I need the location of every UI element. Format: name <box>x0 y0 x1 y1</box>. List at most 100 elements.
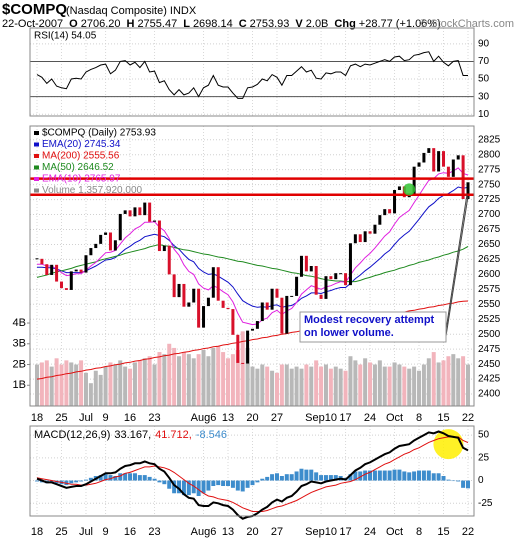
histogram-bar <box>456 480 461 482</box>
volume-bar <box>235 350 240 406</box>
candle <box>246 330 250 364</box>
x-tick-label: 22 <box>462 526 474 538</box>
candle <box>260 302 264 322</box>
x-tick-label: 13 <box>222 526 234 538</box>
legend-value: -8.546 <box>196 429 227 441</box>
candle <box>202 306 206 328</box>
moving-average <box>37 167 469 326</box>
candle <box>339 273 343 275</box>
volume-bar <box>397 364 402 406</box>
x-tick-label: 24 <box>364 412 376 424</box>
volume-bar <box>299 368 304 406</box>
symbol-name: (Nasdaq Composite) INDX <box>66 5 197 17</box>
x-tick-label: 23 <box>148 526 160 538</box>
volume-bar <box>358 364 363 406</box>
volume-bar <box>181 352 186 406</box>
quote-key: O <box>69 18 78 30</box>
volume-bar <box>142 358 147 406</box>
volume-bar <box>382 366 387 406</box>
candle <box>393 190 397 214</box>
histogram-bar <box>363 470 368 481</box>
volume-bar <box>128 368 133 406</box>
volume-bar <box>64 360 69 406</box>
candle <box>309 266 313 272</box>
quote-value: 2706.20 <box>81 18 121 30</box>
volume-tick-label: 2B <box>13 358 26 370</box>
candle <box>251 328 254 331</box>
legend-value: 41.712, <box>155 429 192 441</box>
candle <box>314 266 318 295</box>
volume-bar <box>211 347 216 406</box>
x-tick-label: 17 <box>339 412 351 424</box>
volume-bar <box>88 383 93 406</box>
histogram-bar <box>181 480 186 496</box>
candle <box>295 276 299 296</box>
x-tick-label: 9 <box>103 526 109 538</box>
histogram-bar <box>162 480 167 485</box>
panel-frame <box>29 425 475 517</box>
histogram-bar <box>377 470 382 481</box>
candle <box>138 207 142 216</box>
candle <box>334 273 338 280</box>
legend-entry: MA(50) 2646.52 <box>42 162 114 173</box>
candle <box>45 264 49 275</box>
y-tick-label: 2575 <box>478 284 501 295</box>
volume-bar <box>108 362 113 406</box>
volume-bar <box>279 364 284 406</box>
volume-bar <box>39 362 44 406</box>
y-tick-label: 2725 <box>478 194 501 205</box>
histogram-bar <box>412 471 417 481</box>
x-tick-label: Oct <box>386 526 403 538</box>
candle <box>353 234 357 244</box>
histogram-bar <box>348 474 353 481</box>
histogram-bar <box>108 475 113 481</box>
volume-bar <box>260 364 265 406</box>
candle <box>216 267 220 301</box>
x-tick-label: 8 <box>416 526 422 538</box>
histogram-bar <box>265 476 270 481</box>
volume-bar <box>446 356 451 406</box>
candle <box>133 207 137 217</box>
candle <box>99 234 103 244</box>
histogram-bar <box>323 475 328 481</box>
x-tick-label: 16 <box>124 412 136 424</box>
candle <box>211 267 215 298</box>
x-tick-label: 16 <box>124 526 136 538</box>
volume-bar <box>216 345 221 406</box>
x-tick-label: Oct <box>386 412 403 424</box>
x-tick-label: 27 <box>271 526 283 538</box>
volume-bar <box>226 358 231 406</box>
volume-bar <box>35 364 39 406</box>
volume-bar <box>54 358 59 406</box>
x-tick-label: Aug6 <box>191 412 217 424</box>
histogram-bar <box>368 470 373 481</box>
x-tick-label: 13 <box>222 412 234 424</box>
candle <box>167 245 171 275</box>
candle <box>128 210 132 217</box>
volume-bar <box>426 358 431 406</box>
candle <box>344 273 348 286</box>
histogram-bar <box>177 480 182 494</box>
volume-bar <box>343 370 348 406</box>
volume-tick-label: 4B <box>13 317 26 329</box>
histogram-bar <box>421 470 426 481</box>
y-tick-label: 2425 <box>478 374 501 385</box>
histogram-bar <box>255 480 260 483</box>
histogram-bar <box>451 480 456 482</box>
histogram-bar <box>74 480 79 483</box>
candle <box>285 295 289 334</box>
histogram-bar <box>358 471 363 481</box>
rsi-line <box>36 51 468 99</box>
histogram-bar <box>333 475 338 481</box>
candle <box>94 243 98 249</box>
volume-bar <box>147 356 152 406</box>
candle <box>143 202 147 216</box>
highlight-circle <box>433 429 464 460</box>
annotation-text: Modest recovery attempt <box>304 314 435 326</box>
candle <box>123 210 127 214</box>
y-tick-label: 2750 <box>478 179 501 190</box>
histogram-bar <box>319 475 324 481</box>
candle <box>197 288 201 328</box>
x-tick-label: 18 <box>31 526 43 538</box>
candle <box>373 224 377 234</box>
